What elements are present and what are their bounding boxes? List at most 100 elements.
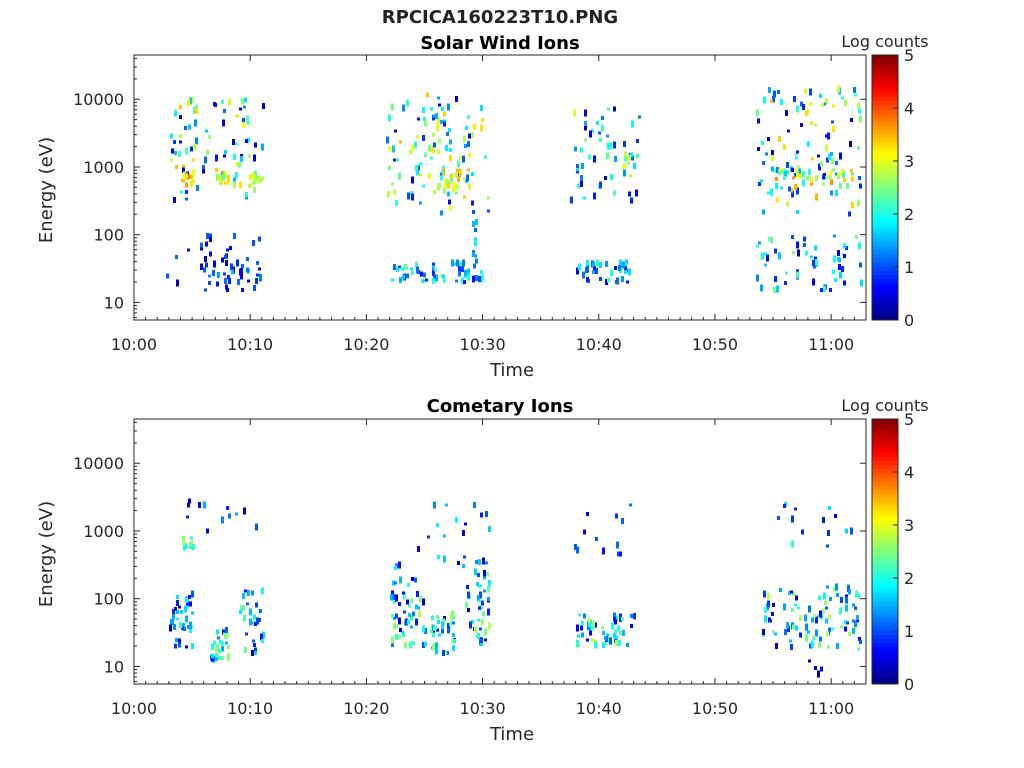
colorbar-tick-label: 5 xyxy=(904,410,914,429)
heatmap-cell xyxy=(205,262,208,268)
heatmap-cell xyxy=(176,617,179,621)
heatmap-cell xyxy=(578,263,581,271)
heatmap-cell xyxy=(832,104,835,108)
heatmap-cell xyxy=(233,181,236,189)
heatmap-cell xyxy=(194,119,197,127)
heatmap-cell xyxy=(830,152,833,156)
heatmap-cell xyxy=(859,115,862,123)
colorbar-segment xyxy=(872,493,898,499)
heatmap-cell xyxy=(467,273,470,281)
colorbar-segment xyxy=(872,129,898,135)
heatmap-cell xyxy=(185,645,188,649)
x-axis-label: Time xyxy=(489,724,534,745)
heatmap-cell xyxy=(803,236,806,242)
heatmap-cell xyxy=(415,620,418,626)
heatmap-cell xyxy=(826,631,829,637)
heatmap-cell xyxy=(182,538,185,546)
heatmap-cell xyxy=(814,245,817,251)
heatmap-cell xyxy=(419,162,422,166)
heatmap-cell xyxy=(174,111,177,117)
heatmap-cell xyxy=(217,648,220,652)
heatmap-cell xyxy=(424,641,427,647)
heatmap-cell xyxy=(633,163,636,169)
colorbar-segment xyxy=(872,299,898,304)
heatmap-cell xyxy=(254,622,257,626)
colorbar-segment xyxy=(872,141,898,147)
heatmap-cell xyxy=(621,518,624,524)
heatmap-cell xyxy=(219,649,222,653)
heatmap-cell xyxy=(838,264,841,270)
heatmap-cell xyxy=(260,633,263,641)
heatmap-cell xyxy=(856,615,859,619)
heatmap-cell xyxy=(246,257,249,261)
heatmap-cell xyxy=(191,643,194,649)
heatmap-cell xyxy=(594,641,597,649)
heatmap-cell xyxy=(247,137,250,143)
heatmap-cell xyxy=(414,577,417,583)
colorbar-segment xyxy=(872,588,898,594)
heatmap-cell xyxy=(791,540,794,548)
heatmap-cell xyxy=(248,184,251,188)
heatmap-cell xyxy=(576,267,579,275)
heatmap-cell xyxy=(580,181,583,187)
heatmap-cell xyxy=(185,182,188,188)
colorbar-segment xyxy=(872,646,898,652)
heatmap-cell xyxy=(453,182,456,190)
heatmap-cell xyxy=(589,130,592,138)
heatmap-cell xyxy=(191,97,194,103)
heatmap-cell xyxy=(580,625,583,631)
heatmap-cell xyxy=(395,200,398,206)
heatmap-cell xyxy=(833,586,836,592)
heatmap-cell xyxy=(783,504,786,508)
heatmap-cell xyxy=(589,630,592,636)
heatmap-cell xyxy=(179,134,182,138)
heatmap-cell xyxy=(472,253,475,257)
colorbar-segment xyxy=(872,659,898,664)
colorbar-segment xyxy=(872,580,898,586)
heatmap-cell xyxy=(785,271,788,275)
heatmap-cell xyxy=(836,593,839,597)
heatmap-cell xyxy=(801,529,804,535)
heatmap-cell xyxy=(245,139,248,143)
heatmap-cell xyxy=(610,174,613,180)
heatmap-cell xyxy=(184,126,187,130)
heatmap-cell xyxy=(181,626,184,630)
heatmap-cell xyxy=(435,647,438,655)
heatmap-cell xyxy=(843,280,846,286)
x-tick-label: 11:00 xyxy=(808,699,854,718)
heatmap-cell xyxy=(188,498,191,504)
colorbar-segment xyxy=(872,233,898,238)
heatmap-cell xyxy=(584,125,587,131)
heatmap-cell xyxy=(192,169,195,173)
heatmap-cell xyxy=(461,277,464,285)
heatmap-cell xyxy=(452,633,455,637)
x-tick-label: 10:40 xyxy=(576,699,622,718)
heatmap-cell xyxy=(411,176,414,184)
heatmap-cell xyxy=(388,114,391,122)
heatmap-cell xyxy=(435,274,438,282)
heatmap-cell xyxy=(770,99,773,103)
heatmap-cell xyxy=(478,584,481,588)
heatmap-cell xyxy=(256,617,259,625)
heatmap-cell xyxy=(236,259,239,267)
heatmap-cell xyxy=(423,117,426,121)
heatmap-cell xyxy=(834,514,837,518)
colorbar-segment xyxy=(872,568,898,573)
heatmap-cell xyxy=(784,629,787,635)
heatmap-cell xyxy=(776,197,779,203)
heatmap-cell xyxy=(474,254,477,258)
heatmap-cell xyxy=(186,515,189,519)
heatmap-cell xyxy=(854,93,857,97)
heatmap-cell xyxy=(776,167,779,173)
heatmap-cell xyxy=(174,151,177,155)
heatmap-cell xyxy=(416,591,419,597)
heatmap-cell xyxy=(405,618,408,626)
heatmap-cell xyxy=(252,639,255,643)
heatmap-cell xyxy=(391,182,394,186)
y-tick-label: 100 xyxy=(93,226,124,245)
heatmap-cell xyxy=(411,145,414,151)
heatmap-cell xyxy=(473,263,476,269)
heatmap-cell xyxy=(432,270,435,276)
heatmap-cell xyxy=(437,117,440,125)
y-tick-label: 1000 xyxy=(83,522,124,541)
